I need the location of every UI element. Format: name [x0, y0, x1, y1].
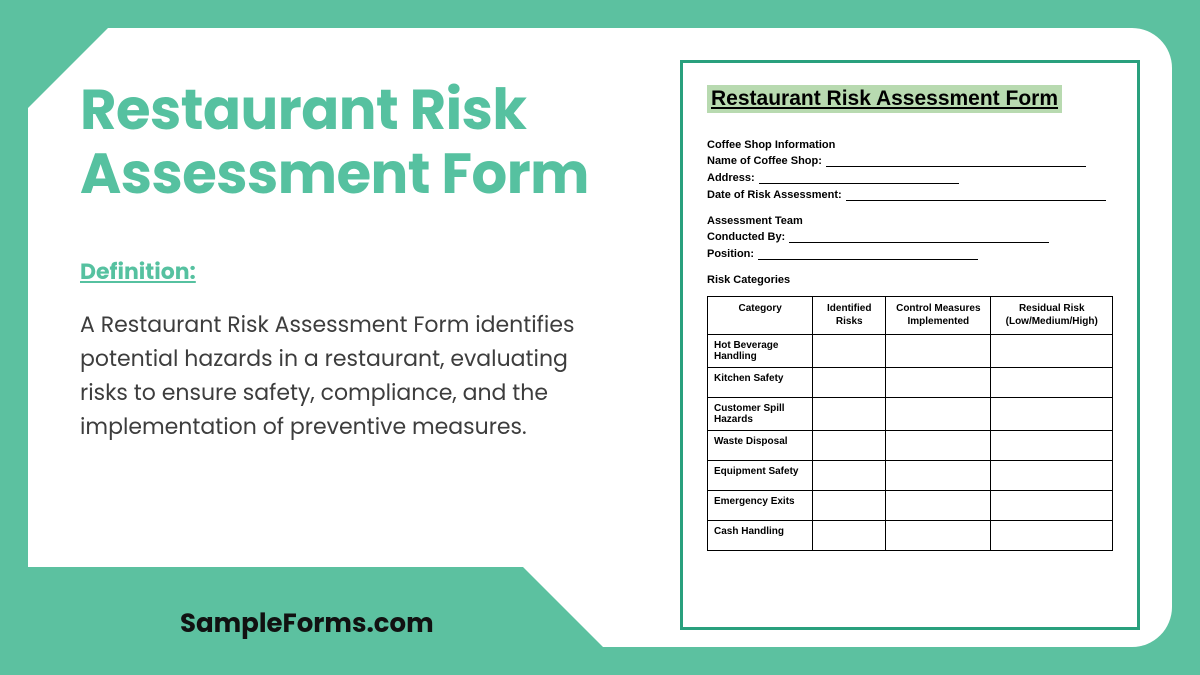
- cell-category: Emergency Exits: [708, 491, 813, 521]
- definition-label: Definition:: [80, 255, 640, 288]
- cell-empty: [886, 431, 991, 461]
- cell-empty: [886, 335, 991, 368]
- cell-empty: [886, 461, 991, 491]
- table-row: Cash Handling: [708, 521, 1113, 551]
- table-row: Kitchen Safety: [708, 368, 1113, 398]
- section-coffee-info: Coffee Shop Information: [707, 139, 1113, 151]
- field-label: Conducted By:: [707, 231, 785, 243]
- cell-empty: [813, 491, 886, 521]
- definition-body: A Restaurant Risk Assessment Form identi…: [80, 308, 610, 444]
- field-conducted: Conducted By:: [707, 231, 1113, 243]
- field-line: [789, 242, 1049, 243]
- cell-empty: [991, 368, 1113, 398]
- section-team: Assessment Team: [707, 215, 1113, 227]
- cell-empty: [991, 431, 1113, 461]
- cell-category: Customer Spill Hazards: [708, 398, 813, 431]
- cell-empty: [813, 398, 886, 431]
- brand-text: SampleForms.com: [180, 605, 434, 644]
- col-residual: Residual Risk (Low/Medium/High): [991, 297, 1113, 335]
- cell-empty: [813, 521, 886, 551]
- field-name: Name of Coffee Shop:: [707, 155, 1113, 167]
- cell-empty: [886, 491, 991, 521]
- cell-empty: [813, 431, 886, 461]
- cell-empty: [991, 461, 1113, 491]
- cell-empty: [886, 368, 991, 398]
- field-label: Name of Coffee Shop:: [707, 155, 822, 167]
- field-line: [759, 183, 959, 184]
- table-row: Hot Beverage Handling: [708, 335, 1113, 368]
- col-control: Control Measures Implemented: [886, 297, 991, 335]
- cell-empty: [886, 521, 991, 551]
- table-header-row: Category Identified Risks Control Measur…: [708, 297, 1113, 335]
- field-position: Position:: [707, 248, 1113, 260]
- cell-empty: [991, 521, 1113, 551]
- field-line: [846, 200, 1106, 201]
- cell-category: Waste Disposal: [708, 431, 813, 461]
- col-category: Category: [708, 297, 813, 335]
- field-label: Position:: [707, 248, 754, 260]
- field-line: [826, 166, 1086, 167]
- cell-empty: [991, 398, 1113, 431]
- col-identified: Identified Risks: [813, 297, 886, 335]
- cell-empty: [813, 461, 886, 491]
- form-title: Restaurant Risk Assessment Form: [707, 85, 1062, 113]
- section-risk-cat: Risk Categories: [707, 274, 1113, 286]
- cell-empty: [813, 335, 886, 368]
- table-row: Emergency Exits: [708, 491, 1113, 521]
- field-date: Date of Risk Assessment:: [707, 189, 1113, 201]
- table-row: Customer Spill Hazards: [708, 398, 1113, 431]
- field-line: [758, 259, 978, 260]
- field-label: Address:: [707, 172, 755, 184]
- form-preview: Restaurant Risk Assessment Form Coffee S…: [680, 60, 1140, 630]
- cell-empty: [813, 368, 886, 398]
- table-row: Waste Disposal: [708, 431, 1113, 461]
- content-left: Restaurant Risk Assessment Form Definiti…: [80, 78, 640, 444]
- cell-category: Kitchen Safety: [708, 368, 813, 398]
- page-title: Restaurant Risk Assessment Form: [80, 78, 640, 207]
- cell-empty: [886, 398, 991, 431]
- table-row: Equipment Safety: [708, 461, 1113, 491]
- field-label: Date of Risk Assessment:: [707, 189, 842, 201]
- cell-empty: [991, 335, 1113, 368]
- field-address: Address:: [707, 172, 1113, 184]
- cell-empty: [991, 491, 1113, 521]
- risk-table: Category Identified Risks Control Measur…: [707, 296, 1113, 551]
- cell-category: Equipment Safety: [708, 461, 813, 491]
- cell-category: Cash Handling: [708, 521, 813, 551]
- cell-category: Hot Beverage Handling: [708, 335, 813, 368]
